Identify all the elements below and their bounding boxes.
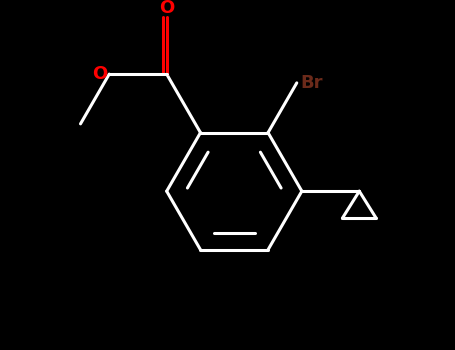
Text: O: O [159, 0, 174, 17]
Text: O: O [92, 65, 107, 83]
Text: Br: Br [300, 74, 323, 92]
